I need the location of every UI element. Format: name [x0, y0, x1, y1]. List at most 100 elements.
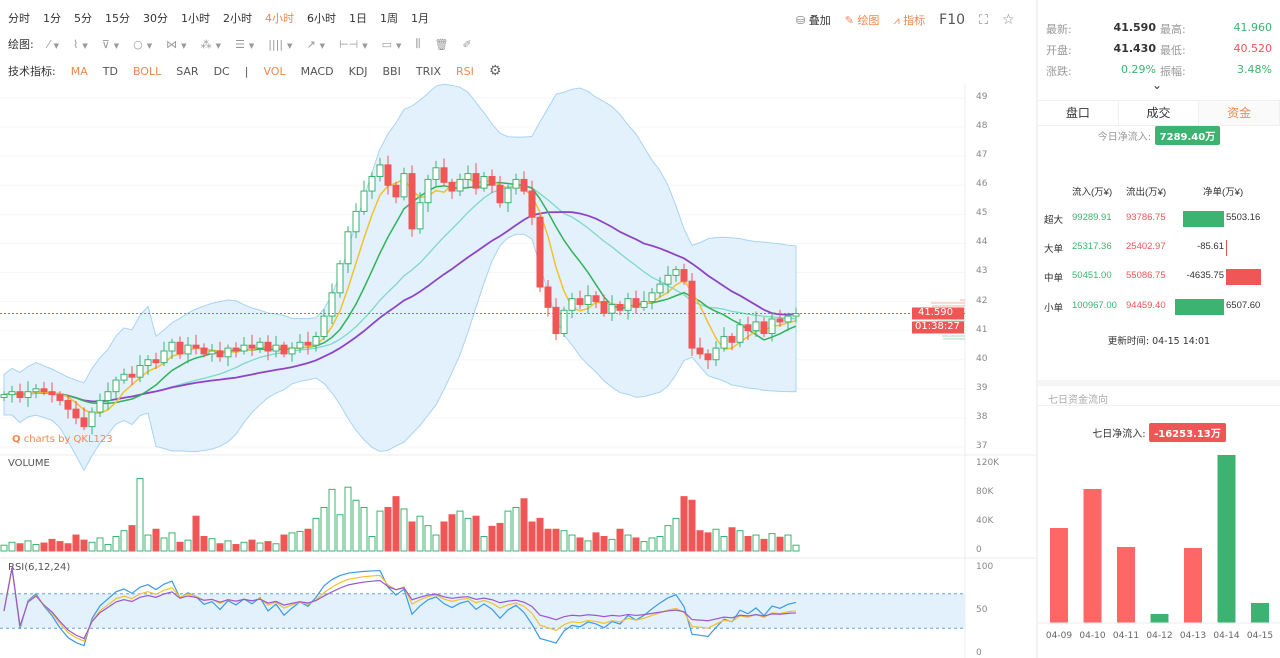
- candle: [288, 347, 296, 355]
- indicator-ma[interactable]: MA: [70, 64, 88, 78]
- volume-bar: [288, 532, 296, 552]
- volume-bar: [184, 539, 192, 552]
- candle: [632, 298, 640, 308]
- chevron-down-icon[interactable]: ▼: [181, 41, 187, 50]
- period-10[interactable]: 1周: [380, 12, 398, 25]
- bar-chart-icon[interactable]: ⫼: [415, 37, 421, 50]
- volume-bar: [520, 498, 528, 552]
- gear-icon[interactable]: ⚙: [488, 63, 502, 79]
- volume-bar: [192, 515, 200, 552]
- indicator-td[interactable]: TD: [102, 64, 118, 78]
- volume-bar: [480, 536, 488, 552]
- volume-bar: [328, 488, 336, 552]
- candle: [48, 391, 56, 396]
- chevron-down-icon[interactable]: ▼: [362, 41, 368, 50]
- ray-tool-icon[interactable]: ⌇ ▼: [72, 37, 88, 51]
- volume-bar: [656, 536, 664, 552]
- pattern-tool-icon[interactable]: ⁂ ▼: [200, 37, 221, 51]
- wave-tool-icon[interactable]: ⋈ ▼: [166, 37, 187, 51]
- price-tick: 39: [976, 382, 988, 393]
- indicator-button[interactable]: ⩘ 指标: [893, 14, 926, 27]
- indicator-boll[interactable]: BOLL: [132, 64, 162, 78]
- volume-bar: [200, 536, 208, 552]
- chevron-down-icon[interactable]: ▼: [248, 41, 255, 50]
- volume-bar: [136, 478, 144, 552]
- star-icon[interactable]: ☆: [1002, 12, 1015, 28]
- tab-orderbook[interactable]: 盘口: [1038, 101, 1119, 125]
- period-1[interactable]: 1分: [43, 12, 61, 25]
- volume-bar: [256, 542, 264, 552]
- arrow-tool-icon[interactable]: ↗ ▼: [306, 37, 326, 51]
- header-net: 净单(万¥): [1203, 187, 1244, 198]
- indicator-macd[interactable]: MACD: [300, 64, 334, 78]
- rsi24-line: [3, 567, 797, 640]
- period-11[interactable]: 1月: [411, 12, 429, 25]
- indicator-kdj[interactable]: KDJ: [348, 64, 368, 78]
- chart-icon: ⩘: [893, 14, 900, 27]
- low-value: 40.520: [1233, 42, 1273, 55]
- eraser-icon[interactable]: ✐: [462, 37, 472, 51]
- circle-tool-icon[interactable]: ○ ▼: [133, 37, 153, 51]
- overlay-button[interactable]: ⛁ 叠加: [796, 14, 831, 27]
- chevron-down-icon[interactable]: ▼: [396, 41, 402, 50]
- volume-bar: [744, 536, 752, 552]
- chevron-down-icon[interactable]: ▼: [53, 41, 59, 50]
- last-price-tag: [912, 307, 964, 320]
- volume-bar: [768, 533, 776, 552]
- candle: [480, 176, 488, 189]
- indicator-trix[interactable]: TRIX: [415, 64, 441, 78]
- indicator-vol[interactable]: VOL: [263, 64, 286, 78]
- volume-bar: [40, 542, 48, 552]
- rsi-tick: 0: [976, 648, 982, 658]
- price-tick: 38: [976, 411, 988, 422]
- fib-tool-icon[interactable]: ☰ ▼: [234, 37, 255, 51]
- candle: [584, 295, 592, 305]
- trash-icon[interactable]: 🗑: [434, 37, 449, 51]
- period-8[interactable]: 6小时: [307, 12, 336, 25]
- indicator-sar[interactable]: SAR: [176, 64, 199, 78]
- tab-funds[interactable]: 资金: [1199, 101, 1280, 125]
- draw-button[interactable]: ✎ 绘图: [844, 14, 880, 27]
- volume-bar: [552, 528, 560, 552]
- line-tool-icon[interactable]: ⁄ ▼: [47, 37, 59, 51]
- rsi-tick: 100: [976, 562, 994, 572]
- volume-bar: [600, 536, 608, 552]
- price-tick: 45: [976, 208, 988, 219]
- candle: [720, 335, 728, 349]
- volume-bar: [464, 517, 472, 552]
- candle: [280, 344, 288, 355]
- chevron-down-icon[interactable]: ▼: [146, 41, 153, 50]
- period-7[interactable]: 4小时: [265, 12, 294, 25]
- range-tool-icon[interactable]: ⊢⊣ ▼: [339, 37, 368, 51]
- period-3[interactable]: 15分: [105, 12, 130, 25]
- period-5[interactable]: 1小时: [181, 12, 210, 25]
- period-9[interactable]: 1日: [349, 12, 367, 25]
- chevron-down-icon[interactable]: ▼: [287, 41, 293, 50]
- fullscreen-icon[interactable]: ⛶: [979, 12, 989, 28]
- chevron-down-icon[interactable]: ⌄: [1152, 78, 1163, 92]
- candle: [16, 391, 24, 399]
- volume-bar: [72, 534, 80, 552]
- chevron-down-icon[interactable]: ▼: [319, 41, 326, 50]
- chevron-down-icon[interactable]: ▼: [215, 41, 221, 50]
- period-4[interactable]: 30分: [143, 12, 168, 25]
- tab-trades[interactable]: 成交: [1119, 101, 1200, 125]
- last-price-label: 41.590: [918, 307, 953, 319]
- kline-chart[interactable]: [0, 0, 1036, 658]
- period-2[interactable]: 5分: [74, 12, 92, 25]
- price-tick: 37: [976, 440, 988, 451]
- rsi6-line: [3, 567, 797, 647]
- indicator-bbi[interactable]: BBI: [382, 64, 401, 78]
- indicator-dc[interactable]: DC: [213, 64, 230, 78]
- chevron-down-icon[interactable]: ▼: [113, 41, 120, 50]
- chevron-down-icon[interactable]: ▼: [82, 41, 88, 50]
- indicator-rsi[interactable]: RSI: [456, 64, 474, 78]
- gann-tool-icon[interactable]: |||| ▼: [268, 37, 293, 51]
- channel-tool-icon[interactable]: ⊽ ▼: [101, 37, 120, 51]
- candle: [624, 298, 632, 311]
- comment-tool-icon[interactable]: ▭ ▼: [381, 37, 402, 51]
- candle: [368, 176, 376, 192]
- period-6[interactable]: 2小时: [223, 12, 252, 25]
- f10-button[interactable]: F10: [939, 12, 966, 28]
- period-0[interactable]: 分时: [8, 12, 30, 25]
